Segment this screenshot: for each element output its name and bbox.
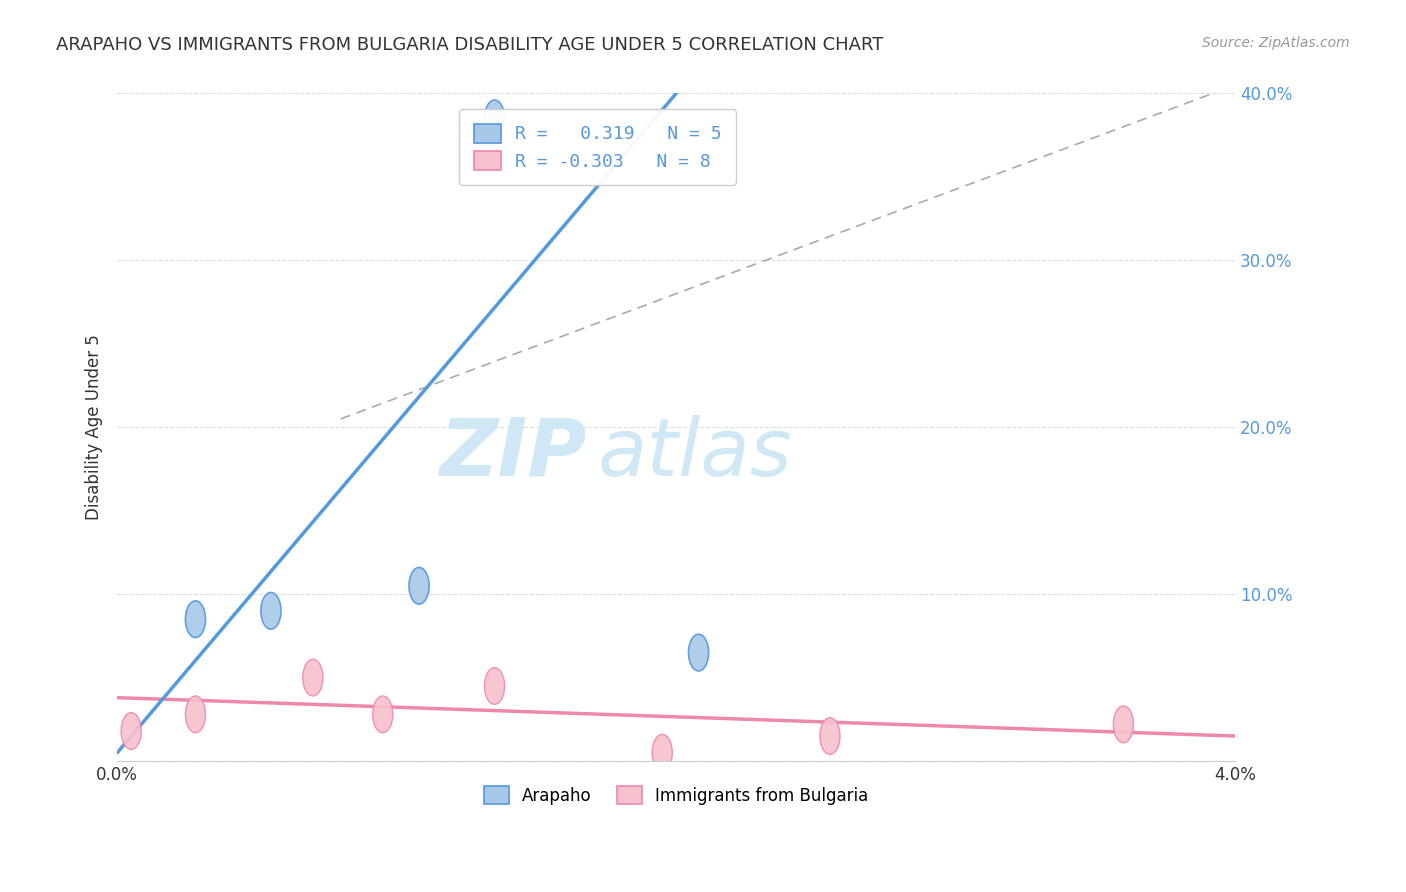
- Ellipse shape: [485, 100, 505, 136]
- Ellipse shape: [1114, 706, 1133, 743]
- Text: Source: ZipAtlas.com: Source: ZipAtlas.com: [1202, 36, 1350, 50]
- Text: atlas: atlas: [598, 415, 793, 493]
- Text: ZIP: ZIP: [440, 415, 586, 493]
- Ellipse shape: [262, 592, 281, 629]
- Ellipse shape: [302, 659, 323, 696]
- Ellipse shape: [485, 667, 505, 705]
- Ellipse shape: [186, 696, 205, 732]
- Ellipse shape: [652, 734, 672, 771]
- Ellipse shape: [373, 696, 392, 732]
- Ellipse shape: [186, 601, 205, 638]
- Y-axis label: Disability Age Under 5: Disability Age Under 5: [86, 334, 103, 520]
- Ellipse shape: [409, 567, 429, 604]
- Legend: Arapaho, Immigrants from Bulgaria: Arapaho, Immigrants from Bulgaria: [475, 778, 877, 813]
- Ellipse shape: [820, 718, 839, 755]
- Ellipse shape: [121, 713, 141, 749]
- Text: ARAPAHO VS IMMIGRANTS FROM BULGARIA DISABILITY AGE UNDER 5 CORRELATION CHART: ARAPAHO VS IMMIGRANTS FROM BULGARIA DISA…: [56, 36, 883, 54]
- Ellipse shape: [689, 634, 709, 671]
